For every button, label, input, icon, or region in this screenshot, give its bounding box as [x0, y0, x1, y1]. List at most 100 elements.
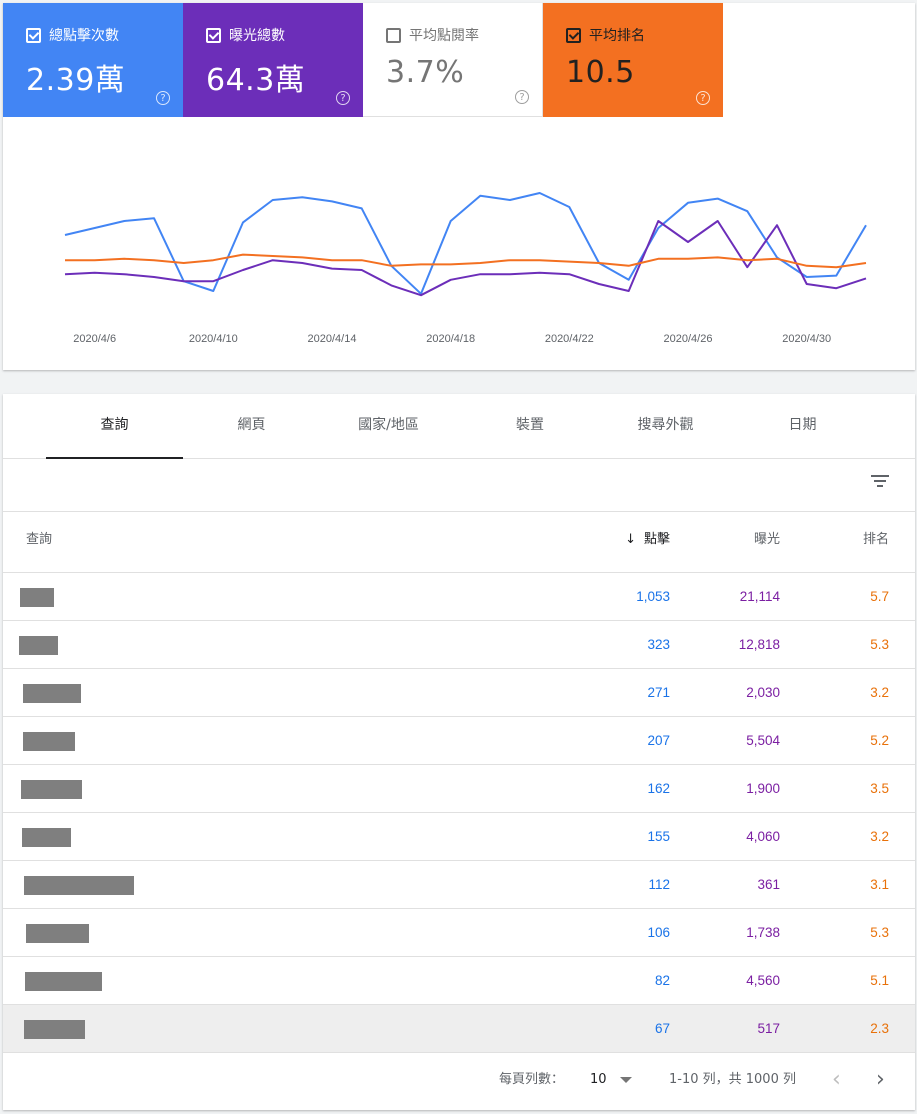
x-tick-label: 2020/4/6	[73, 333, 116, 345]
help-icon[interactable]: ?	[156, 91, 170, 105]
table-row[interactable]: 323 12,818 5.3	[3, 621, 915, 669]
redacted-query	[19, 636, 58, 655]
checkbox-icon[interactable]	[26, 27, 41, 43]
metric-tiles: 總點擊次數 2.39萬 ? 曝光總數 64.3萬 ? 平均點閱率 3.7% ? …	[3, 3, 723, 117]
results-card: 查詢 網頁 國家/地區 裝置 搜尋外觀 日期 查詢 ↓ 點擊 曝光 排名 1,05…	[3, 394, 915, 1110]
cell-impressions: 1,738	[746, 925, 780, 940]
column-header-query[interactable]: 查詢	[26, 532, 53, 547]
metric-value: 10.5	[566, 55, 635, 90]
metric-average-ctr[interactable]: 平均點閱率 3.7% ?	[363, 3, 543, 117]
x-tick-label: 2020/4/18	[426, 333, 475, 345]
checkbox-icon[interactable]	[206, 27, 221, 43]
x-tick-label: 2020/4/10	[189, 333, 238, 345]
table-row[interactable]: 106 1,738 5.3	[3, 909, 915, 957]
tab-pages[interactable]: 網頁	[237, 417, 266, 433]
checkbox-icon[interactable]	[386, 27, 401, 43]
cell-impressions: 2,030	[746, 685, 780, 700]
series-line-position	[65, 253, 867, 269]
x-tick-label: 2020/4/30	[782, 333, 831, 345]
next-page-icon[interactable]: ›	[876, 1067, 885, 1092]
sort-arrow-icon: ↓	[625, 532, 636, 547]
table-row[interactable]: 162 1,900 3.5	[3, 765, 915, 813]
cell-impressions: 361	[757, 877, 780, 892]
redacted-query	[24, 876, 134, 895]
table-toolbar	[3, 459, 915, 512]
series-line-impressions	[64, 220, 867, 297]
cell-clicks: 207	[647, 733, 670, 748]
performance-chart[interactable]: 2020/4/6 2020/4/10 2020/4/14 2020/4/18 2020/…	[3, 3, 915, 370]
table-row[interactable]: 1,053 21,114 5.7	[3, 573, 915, 621]
redacted-query	[20, 588, 54, 607]
dimension-tabs: 查詢 網頁 國家/地區 裝置 搜尋外觀 日期	[3, 394, 915, 459]
redacted-query	[24, 1020, 85, 1039]
cell-position: 5.7	[870, 589, 889, 604]
cell-impressions: 4,060	[746, 829, 780, 844]
cell-position: 5.3	[870, 925, 889, 940]
performance-card: 總點擊次數 2.39萬 ? 曝光總數 64.3萬 ? 平均點閱率 3.7% ? …	[3, 3, 915, 370]
pagination: 每頁列數： 10 1-10 列，共 1000 列 ‹ ›	[3, 1052, 915, 1110]
cell-impressions: 12,818	[738, 637, 780, 652]
tab-dates[interactable]: 日期	[788, 417, 817, 433]
table-row[interactable]: 271 2,030 3.2	[3, 669, 915, 717]
metric-average-position[interactable]: 平均排名 10.5 ?	[543, 3, 723, 117]
dropdown-arrow-icon[interactable]	[620, 1077, 632, 1083]
help-icon[interactable]: ?	[696, 91, 710, 105]
cell-clicks: 271	[647, 685, 670, 700]
cell-impressions: 5,504	[746, 733, 780, 748]
cell-impressions: 4,560	[746, 973, 780, 988]
redacted-query	[25, 972, 102, 991]
rows-per-page-select[interactable]: 10	[590, 1072, 607, 1087]
metric-value: 64.3萬	[206, 63, 306, 98]
metric-value: 2.39萬	[26, 63, 126, 98]
filter-icon[interactable]	[871, 475, 889, 489]
cell-position: 2.3	[870, 1021, 889, 1036]
series-line-clicks	[64, 192, 867, 295]
redacted-query	[22, 828, 71, 847]
help-icon[interactable]: ?	[336, 91, 350, 105]
x-tick-label: 2020/4/26	[664, 333, 713, 345]
tab-devices[interactable]: 裝置	[516, 417, 544, 433]
table-row[interactable]: 112 361 3.1	[3, 861, 915, 909]
tab-countries[interactable]: 國家/地區	[358, 417, 419, 433]
table-row[interactable]: 67 517 2.3	[3, 1005, 915, 1053]
cell-clicks: 323	[647, 637, 670, 652]
cell-clicks: 162	[647, 781, 670, 796]
redacted-query	[23, 684, 81, 703]
metric-total-clicks[interactable]: 總點擊次數 2.39萬 ?	[3, 3, 183, 117]
cell-clicks: 82	[654, 973, 670, 988]
metric-total-impressions[interactable]: 曝光總數 64.3萬 ?	[183, 3, 363, 117]
checkbox-icon[interactable]	[566, 27, 581, 43]
cell-impressions: 517	[757, 1021, 780, 1036]
help-icon[interactable]: ?	[515, 90, 529, 104]
table-header: 查詢 ↓ 點擊 曝光 排名	[3, 512, 915, 573]
column-header-impressions[interactable]: 曝光	[753, 532, 780, 547]
cell-clicks: 106	[647, 925, 670, 940]
prev-page-icon[interactable]: ‹	[832, 1067, 841, 1092]
metric-label: 平均點閱率	[409, 28, 479, 44]
x-tick-label: 2020/4/14	[308, 333, 357, 345]
tab-queries[interactable]: 查詢	[46, 394, 183, 459]
cell-position: 3.2	[870, 829, 889, 844]
cell-clicks: 112	[648, 877, 670, 892]
table-row[interactable]: 82 4,560 5.1	[3, 957, 915, 1005]
cell-position: 3.2	[870, 685, 889, 700]
pagination-range: 1-10 列，共 1000 列	[669, 1072, 796, 1087]
redacted-query	[26, 924, 89, 943]
cell-position: 5.2	[870, 733, 889, 748]
cell-impressions: 21,114	[739, 589, 780, 604]
rows-per-page-label: 每頁列數：	[499, 1072, 565, 1087]
table-row[interactable]: 155 4,060 3.2	[3, 813, 915, 861]
cell-impressions: 1,900	[746, 781, 780, 796]
column-header-position[interactable]: 排名	[862, 532, 889, 547]
metric-label: 平均排名	[589, 28, 645, 44]
cell-clicks: 155	[647, 829, 670, 844]
tab-search-appearance[interactable]: 搜尋外觀	[637, 417, 694, 433]
cell-position: 3.5	[870, 781, 889, 796]
column-header-clicks[interactable]: ↓ 點擊	[625, 532, 670, 547]
metric-label: 曝光總數	[229, 28, 285, 44]
redacted-query	[23, 732, 75, 751]
cell-clicks: 67	[654, 1021, 670, 1036]
table-row[interactable]: 207 5,504 5.2	[3, 717, 915, 765]
cell-clicks: 1,053	[636, 589, 670, 604]
metric-label: 總點擊次數	[49, 28, 119, 44]
